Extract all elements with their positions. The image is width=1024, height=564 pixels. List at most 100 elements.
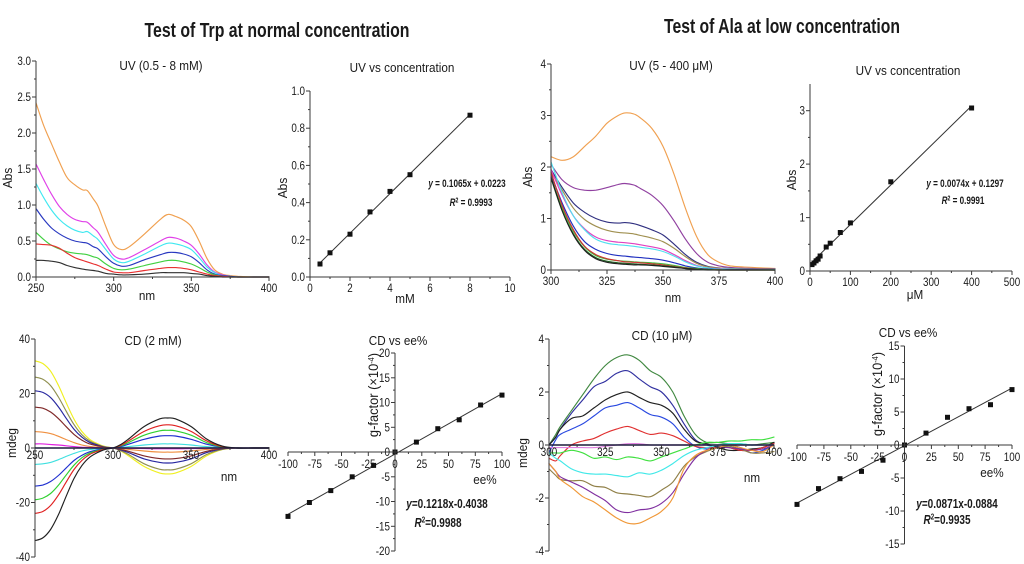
x-tick-label: 75 — [980, 451, 991, 464]
data-point — [969, 105, 975, 111]
ala-cd-ee-chart: -100 -75 -50 -25 0 25 50 75 100-15-10-5051015CD … — [787, 325, 1020, 551]
y-tick-label: 1.0 — [291, 85, 305, 98]
spectrum-curve — [548, 444, 775, 514]
spectrum-curve — [548, 436, 775, 462]
r-squared-value: =0.9988 — [425, 516, 462, 531]
x-axis-label: nm — [221, 469, 237, 484]
y-tick-label: -15 — [376, 520, 390, 533]
data-point — [823, 244, 829, 250]
heading-ala: Test of Ala at low concentration — [664, 16, 900, 38]
data-point — [815, 256, 821, 262]
regression-equation: y=0.1218x-0.4038 — [405, 497, 488, 512]
y-tick-label: -15 — [885, 538, 899, 551]
chart-title: CD (2 mM) — [124, 333, 181, 348]
spectrum-curve — [550, 112, 776, 270]
equation-variable: y — [915, 497, 922, 512]
x-tick-label: 100 — [1004, 451, 1020, 464]
heading-trp: Test of Trp at normal concentration — [145, 20, 410, 42]
y-axis-label: mdeg — [5, 428, 20, 458]
y-tick-label: -20 — [376, 545, 390, 558]
y-tick-label: 2 — [800, 158, 805, 171]
y-tick-label: 3 — [541, 110, 546, 123]
r-squared: R2=0.9988 — [414, 516, 462, 531]
data-point — [499, 392, 505, 398]
data-point — [847, 220, 853, 226]
x-tick-label: -25 — [361, 458, 375, 471]
data-point — [859, 468, 864, 474]
y-axis-label: Abs — [1, 168, 16, 189]
x-axis-label: ee% — [980, 465, 1003, 480]
chart-title: UV (5 - 400 μM) — [629, 58, 712, 73]
y-tick-label: 4 — [541, 58, 546, 71]
y-tick-label: 0.2 — [291, 234, 305, 247]
equation-body: = 0.0074x + 0.1297 — [931, 178, 1004, 191]
data-point — [327, 250, 333, 256]
data-point — [467, 112, 473, 118]
data-point — [945, 414, 950, 420]
data-point — [880, 457, 886, 463]
r-squared: R2=0.9935 — [923, 513, 971, 528]
ala-uv-spectra-chart: 300 325 350 375 400 0 1 2 3 4 UV (5 - 400 μM) nm Abs — [521, 58, 784, 305]
y-tick-label: 10 — [889, 373, 900, 386]
x-axis-label: nm — [744, 470, 760, 485]
r-squared-value: = 0.9993 — [458, 197, 493, 210]
y-tick-label: 0 — [541, 264, 546, 277]
x-tick-label: 100 — [842, 276, 858, 289]
equation-variable: y — [926, 178, 932, 191]
data-point — [371, 462, 377, 468]
x-tick-label: -75 — [308, 458, 322, 471]
y-tick-label: 20 — [19, 388, 30, 401]
data-point — [347, 231, 353, 237]
r-squared: R2 = 0.9991 — [942, 194, 985, 207]
x-tick-label: 2 — [347, 282, 352, 295]
spectrum-curve — [550, 171, 776, 271]
r-squared-exponent: 2 — [422, 516, 425, 525]
x-tick-label: 350 — [183, 449, 199, 462]
x-tick-label: 100 — [494, 458, 510, 471]
data-point — [837, 230, 843, 235]
chart-title: UV vs concentration — [856, 63, 961, 78]
y-tick-label: -10 — [376, 496, 390, 509]
y-axis-label-text: g-factor (×10 — [870, 363, 886, 436]
y-tick-label: 1 — [800, 212, 805, 225]
spectrum-curve — [548, 445, 775, 498]
x-tick-label: 300 — [541, 446, 557, 459]
x-tick-label: 6 — [427, 282, 432, 295]
x-tick-label: 375 — [710, 446, 726, 459]
y-tick-label: 0.5 — [17, 235, 31, 248]
y-tick-label: -2 — [535, 492, 544, 505]
x-tick-label: 300 — [105, 449, 121, 462]
y-tick-label: 20 — [379, 347, 390, 360]
y-axis-label: mdeg — [516, 438, 531, 468]
y-tick-label: 0 — [800, 265, 805, 278]
y-tick-label: -10 — [885, 505, 899, 518]
x-tick-label: 400 — [963, 276, 979, 289]
x-tick-label: 400 — [766, 446, 782, 459]
y-axis-label-text: Abs — [1, 168, 16, 189]
y-tick-label: 5 — [894, 406, 899, 419]
y-axis-label-exponent: -4 — [870, 356, 879, 363]
x-tick-label: 400 — [261, 282, 277, 295]
chart-title: CD (10 μM) — [632, 328, 693, 343]
chart-title: CD vs ee% — [879, 325, 937, 340]
y-tick-label: 10 — [379, 397, 390, 410]
data-point — [349, 474, 355, 480]
x-tick-label: 0 — [902, 451, 907, 464]
y-axis-label-exponent: -4 — [366, 357, 375, 364]
x-tick-label: 75 — [470, 458, 481, 471]
y-tick-label: 1.0 — [17, 199, 31, 212]
equation-body: =0.1218x-0.4038 — [412, 497, 488, 512]
x-tick-label: 300 — [923, 276, 939, 289]
r-squared-variable: R — [923, 513, 931, 528]
ala-cd-spectra-chart: 300 325 350 375 400 -4 -2 0 2 4 CD (10 μM) nm mdeg — [516, 328, 783, 558]
data-point — [328, 488, 334, 494]
r-squared-exponent: 2 — [947, 194, 950, 202]
x-tick-label: 4 — [387, 282, 392, 295]
x-axis-label: mM — [395, 291, 414, 306]
y-tick-label: 2.5 — [17, 91, 31, 104]
x-tick-label: 400 — [261, 449, 277, 462]
y-tick-label: 2 — [541, 161, 546, 174]
chart-title: UV vs concentration — [350, 60, 455, 75]
y-tick-label: 15 — [889, 340, 900, 353]
